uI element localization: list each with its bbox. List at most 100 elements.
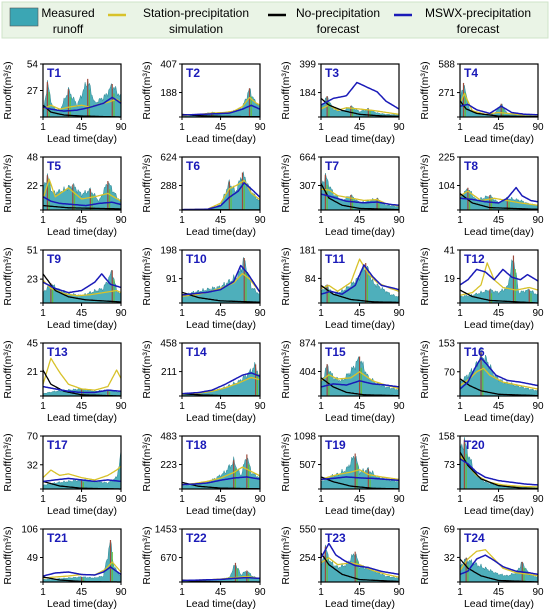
measured-runoff-area (320, 455, 400, 490)
y-axis-label: Runoff(m³/s) (280, 247, 292, 305)
x-axis-label: Lead time(day) (186, 319, 256, 331)
x-tick-label: 45 (354, 494, 366, 505)
y-tick-label: 399 (299, 60, 316, 71)
mswx-forecast-line (42, 477, 122, 483)
panel-title: T2 (186, 66, 200, 80)
x-axis-label: Lead time(day) (325, 319, 395, 331)
x-tick-label: 45 (493, 494, 505, 505)
no-precip-forecast-line (42, 204, 121, 210)
x-axis-label: Lead time(day) (47, 319, 117, 331)
legend-background (1, 1, 549, 39)
x-tick-label: 45 (215, 401, 227, 412)
x-tick-label: 1 (40, 308, 46, 319)
x-axis-label: Lead time(day) (464, 412, 534, 424)
legend-measured-swatch (9, 7, 39, 27)
panel-title: T3 (325, 66, 339, 80)
station-simulation-line (42, 357, 122, 391)
x-tick-label: 1 (457, 122, 463, 133)
y-tick-label: 188 (160, 88, 177, 99)
y-tick-label: 23 (27, 275, 39, 286)
y-tick-label: 211 (161, 367, 177, 378)
legend-noprecip-label-2: forecast (317, 22, 360, 36)
y-tick-label: 670 (160, 553, 177, 564)
x-tick-label: 45 (76, 494, 88, 505)
y-tick-label: 664 (299, 153, 316, 164)
panel-title: T14 (186, 345, 207, 359)
x-axis-label: Lead time(day) (464, 505, 534, 517)
mswx-forecast-line (459, 554, 539, 576)
x-tick-label: 90 (254, 122, 266, 133)
panel-title: T23 (325, 531, 346, 545)
y-tick-label: 70 (444, 367, 456, 378)
x-tick-label: 90 (254, 401, 266, 412)
y-tick-label: 27 (27, 86, 39, 97)
station-simulation-line (320, 557, 400, 578)
mswx-forecast-line (459, 103, 538, 116)
x-tick-label: 1 (40, 215, 46, 226)
x-tick-label: 90 (115, 122, 127, 133)
y-tick-label: 73 (444, 460, 456, 471)
x-tick-label: 90 (532, 401, 544, 412)
mswx-forecast-line (459, 186, 539, 204)
y-axis-label: Runoff(m³/s) (141, 433, 153, 491)
y-axis-label: Runoff(m³/s) (280, 340, 292, 398)
legend-mswx-label-2: forecast (457, 22, 500, 36)
panel-title: T5 (47, 159, 61, 173)
station-simulation-line (181, 272, 261, 297)
x-tick-label: 45 (354, 401, 366, 412)
y-tick-label: 307 (299, 181, 316, 192)
measured-runoff-area (320, 264, 400, 304)
mswx-forecast-line (42, 96, 122, 112)
y-tick-label: 45 (27, 339, 39, 350)
y-tick-label: 483 (160, 432, 177, 443)
panel-title: T10 (186, 252, 207, 266)
x-tick-label: 1 (318, 494, 324, 505)
panel-title: T9 (47, 252, 61, 266)
legend-station-label-1: Station-precipitation (143, 6, 249, 20)
y-tick-label: 507 (299, 460, 316, 471)
x-tick-label: 1 (457, 308, 463, 319)
x-tick-label: 1 (179, 215, 185, 226)
x-tick-label: 1 (179, 494, 185, 505)
mswx-forecast-line (459, 268, 539, 286)
no-precip-forecast-line (320, 284, 399, 304)
legend-mswx-label-1: MSWX-precipitation (425, 6, 531, 20)
y-tick-label: 1453 (155, 525, 178, 536)
panel-title: T18 (186, 438, 207, 452)
y-tick-label: 184 (299, 88, 316, 99)
x-tick-label: 90 (532, 494, 544, 505)
panel-title: T15 (325, 345, 346, 359)
x-tick-label: 90 (254, 587, 266, 598)
x-axis-label: Lead time(day) (186, 133, 256, 145)
y-tick-label: 271 (438, 88, 455, 99)
x-tick-label: 90 (115, 215, 127, 226)
y-tick-label: 51 (27, 246, 39, 257)
panel-title: T17 (47, 438, 68, 452)
y-tick-label: 22 (27, 181, 39, 192)
panel-title: T19 (325, 438, 346, 452)
station-simulation-line (459, 262, 539, 296)
no-precip-forecast-line (42, 273, 122, 303)
x-tick-label: 45 (493, 122, 505, 133)
y-tick-label: 288 (160, 181, 177, 192)
station-simulation-line (459, 190, 539, 206)
x-tick-label: 90 (393, 401, 405, 412)
x-axis-label: Lead time(day) (186, 598, 256, 609)
panel-title: T1 (47, 66, 61, 80)
y-tick-label: 404 (299, 367, 316, 378)
y-tick-label: 54 (27, 60, 39, 71)
x-tick-label: 45 (493, 215, 505, 226)
measured-runoff-area (42, 540, 122, 583)
x-tick-label: 45 (354, 215, 366, 226)
panel-title: T11 (325, 252, 345, 266)
y-axis-label: Runoff(m³/s) (280, 433, 292, 491)
no-precip-forecast-line (320, 377, 399, 397)
